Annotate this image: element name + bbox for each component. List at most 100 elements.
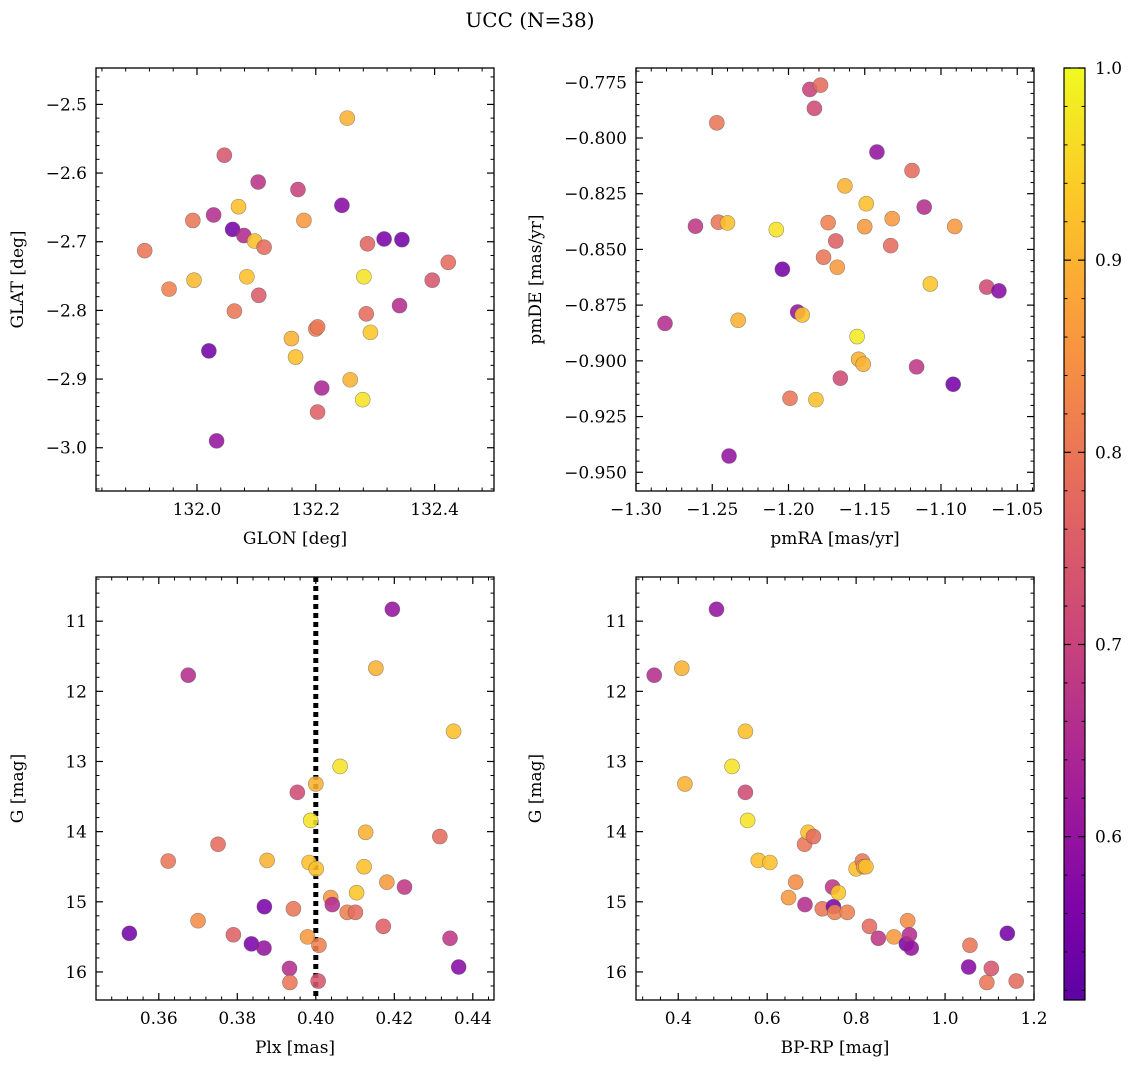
- scatter-point: [730, 312, 746, 329]
- scatter-point: [739, 812, 756, 829]
- scatter-point: [216, 147, 233, 164]
- plot-frame: [95, 67, 495, 492]
- scatter-points: [136, 110, 457, 449]
- axis-ticks: −1.30 −1.25 −1.20 −1.15 −1.10 −1.05 −0.775 −0.8…: [564, 68, 1043, 520]
- scatter-point: [721, 448, 737, 464]
- y-tick-label: −0.950: [564, 463, 627, 483]
- scatter-point: [908, 359, 925, 375]
- scatter-point: [384, 601, 401, 618]
- y-tick-label: 14: [65, 823, 87, 843]
- x-tick-label: 0.4: [665, 1009, 692, 1029]
- scatter-point: [922, 276, 939, 292]
- scatter-point: [313, 380, 330, 396]
- colorbar-tick-label: 0.8: [1095, 443, 1122, 463]
- scatter-point: [356, 858, 372, 875]
- colorbar-tick-label: 0.6: [1095, 828, 1122, 848]
- scatter-point: [391, 297, 408, 314]
- scatter-point: [916, 199, 933, 215]
- scatter-point: [205, 207, 222, 223]
- scatter-point: [983, 960, 1000, 977]
- scatter-point: [339, 110, 356, 126]
- scatter-point: [787, 874, 804, 890]
- scatter-point: [946, 218, 963, 235]
- axis-ticks: 132.0 132.2 132.4 −2.5 −2.6 −2.7 −2.8 −2.9 −3.0: [46, 68, 494, 520]
- scatter-point: [812, 77, 829, 93]
- x-tick-label: −1.05: [991, 500, 1043, 520]
- scatter-point: [160, 853, 177, 869]
- scatter-point: [354, 391, 371, 408]
- scatter-point: [797, 896, 813, 913]
- scatter-point: [774, 261, 791, 278]
- y-tick-label: −2.9: [46, 370, 87, 390]
- scatter-point: [856, 218, 873, 235]
- scatter-point: [379, 874, 395, 890]
- figure-title: UCC (N=38): [465, 8, 594, 32]
- x-tick-label: 0.38: [218, 1009, 256, 1029]
- scatter-point: [1008, 973, 1025, 989]
- scatter-point: [285, 901, 302, 917]
- scatter-point: [283, 330, 300, 347]
- y-tick-label: −2.6: [46, 164, 87, 184]
- scatter-point: [899, 912, 916, 929]
- scatter-point: [445, 723, 462, 740]
- scatter-point: [296, 212, 312, 229]
- scatter-point: [782, 390, 798, 407]
- scatter-point: [815, 249, 832, 266]
- colorbar: 0.6 0.7 0.8 0.9 1.0: [1063, 59, 1122, 1001]
- scatter-point: [808, 391, 824, 408]
- x-axis-label: Plx [mas]: [255, 1038, 335, 1058]
- scatter-point: [674, 660, 690, 676]
- scatter-point: [820, 214, 836, 231]
- scatter-point: [308, 861, 324, 877]
- scatter-point: [424, 272, 441, 288]
- scatter-point: [432, 828, 448, 845]
- y-tick-label: 16: [65, 963, 87, 983]
- y-tick-label: −3.0: [46, 439, 87, 459]
- scatter-point: [855, 356, 872, 372]
- scatter-point: [768, 221, 785, 238]
- scatter-point: [979, 974, 995, 991]
- x-tick-label: 132.2: [291, 500, 340, 520]
- scatter-point: [677, 776, 693, 792]
- colorbar-tick-label: 0.9: [1095, 251, 1122, 271]
- y-tick-label: −0.850: [564, 240, 627, 260]
- scatter-point: [839, 904, 856, 921]
- x-axis-label: GLON [deg]: [243, 529, 347, 549]
- y-tick-label: −2.5: [46, 95, 87, 115]
- scatter-point: [309, 319, 326, 335]
- axis-ticks: 0.4 0.6 0.8 1.0 1.2 11 12 13 14 15 16: [605, 577, 1048, 1029]
- scatter-point: [708, 601, 725, 618]
- plot-frame: [635, 576, 1035, 1001]
- scatter-point: [830, 884, 847, 901]
- axis-ticks: 0.36 0.38 0.40 0.42 0.44 11 12 13 14 15 16: [65, 577, 494, 1029]
- scatter-point: [226, 303, 243, 319]
- scatter-point: [882, 237, 899, 254]
- scatter-point: [991, 283, 1007, 299]
- scatter-point: [332, 758, 348, 775]
- scatter-point: [960, 959, 977, 975]
- scatter-point: [687, 218, 704, 235]
- scatter-points: [657, 77, 1007, 464]
- y-tick-label: −2.8: [46, 301, 87, 321]
- scatter-point: [394, 231, 410, 248]
- scatter-points: [646, 601, 1025, 991]
- x-axis-label: BP-RP [mag]: [781, 1038, 890, 1058]
- scatter-point: [281, 960, 298, 977]
- x-tick-label: −1.15: [839, 500, 891, 520]
- scatter-point: [829, 259, 846, 276]
- scatter-point: [308, 776, 324, 792]
- scatter-point: [440, 254, 457, 271]
- y-tick-label: −0.925: [564, 408, 627, 428]
- scatter-point: [290, 181, 306, 198]
- scatter-point: [342, 371, 359, 388]
- y-axis-label: pmDE [mas/yr]: [526, 214, 546, 344]
- scatter-point: [185, 212, 201, 229]
- plot-frame: [635, 67, 1035, 492]
- scatter-point: [239, 268, 255, 285]
- scatter-point: [806, 100, 823, 117]
- y-tick-label: 15: [605, 893, 627, 913]
- x-axis-label: pmRA [mas/yr]: [770, 529, 899, 549]
- scatter-point: [375, 918, 392, 935]
- x-tick-label: −1.25: [686, 500, 738, 520]
- y-tick-label: 16: [605, 963, 627, 983]
